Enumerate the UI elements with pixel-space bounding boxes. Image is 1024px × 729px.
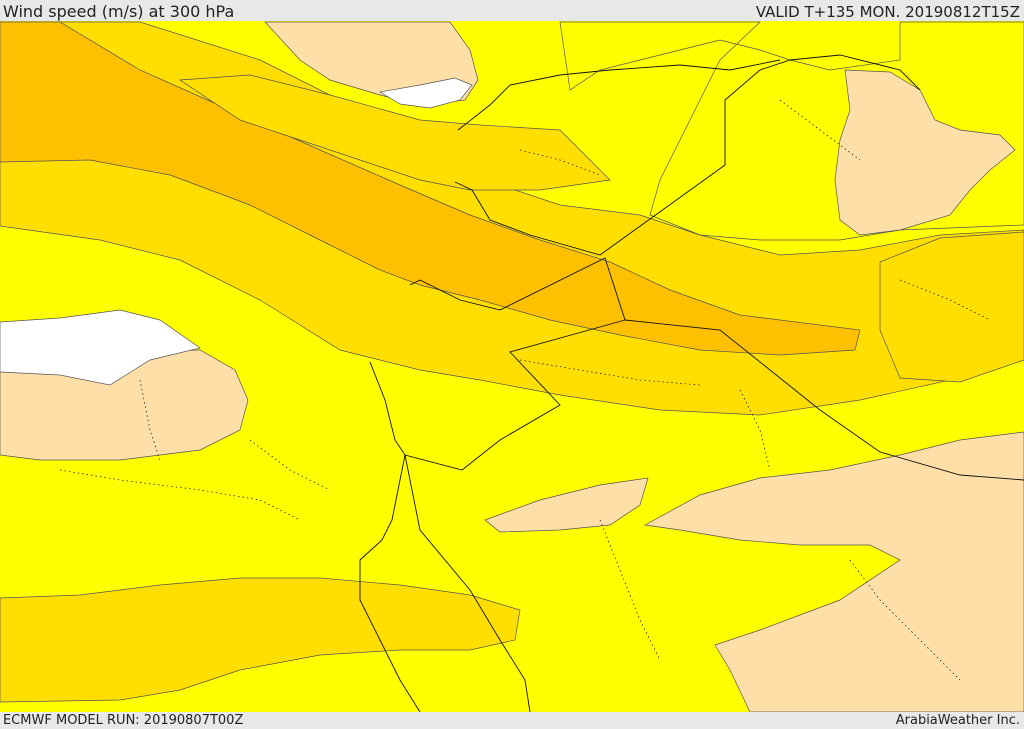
wind-band-core [0, 21, 861, 356]
wind-band-south [0, 577, 521, 703]
valid-time: VALID T+135 MON. 20190812T15Z [755, 3, 1020, 21]
low-wind-arabia-1 [484, 477, 649, 533]
map-title: Wind speed (m/s) at 300 hPa [3, 2, 235, 21]
low-wind-caspian [834, 69, 1016, 236]
no-data-mediterranean [0, 309, 201, 386]
model-run: ECMWF MODEL RUN: 20190807T00Z [3, 713, 244, 728]
low-wind-arabia-2 [643, 431, 1024, 712]
country-borders [359, 54, 1024, 712]
province-lines [59, 99, 991, 681]
credit: ArabiaWeather Inc. [895, 713, 1020, 728]
wind-band-light-east [879, 231, 1024, 383]
wind-speed-map [0, 21, 1024, 712]
no-data-blacksea [379, 77, 473, 109]
footer-bar: ECMWF MODEL RUN: 20190807T00Z ArabiaWeat… [0, 712, 1024, 729]
title-bar: Wind speed (m/s) at 300 hPa VALID T+135 … [0, 0, 1024, 21]
wind-band-north [178, 74, 611, 191]
